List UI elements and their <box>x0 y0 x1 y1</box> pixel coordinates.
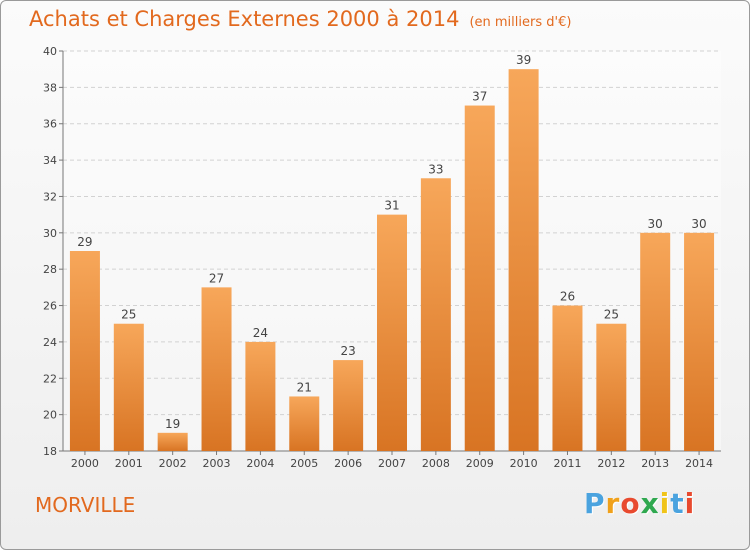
y-tick-label: 32 <box>43 190 57 203</box>
data-label: 37 <box>472 90 487 104</box>
logo-letter: o <box>620 487 641 520</box>
x-tick-label: 2014 <box>685 457 713 470</box>
bar <box>640 232 671 451</box>
data-label: 24 <box>253 326 268 340</box>
data-label: 29 <box>77 235 92 249</box>
bar <box>289 396 320 451</box>
y-tick-label: 26 <box>43 300 57 313</box>
data-label: 33 <box>428 162 443 176</box>
y-tick-label: 40 <box>43 45 57 58</box>
chart-subtitle: (en milliers d'€) <box>469 15 572 30</box>
y-tick-label: 38 <box>43 81 57 94</box>
y-tick-label: 30 <box>43 227 57 240</box>
data-label: 31 <box>384 199 399 213</box>
x-tick-label: 2011 <box>553 457 581 470</box>
x-tick-label: 2010 <box>510 457 538 470</box>
x-tick-label: 2012 <box>597 457 625 470</box>
logo-letter: i <box>684 487 696 520</box>
x-tick-label: 2002 <box>159 457 187 470</box>
data-label: 26 <box>560 290 575 304</box>
bar <box>552 305 583 451</box>
x-tick-label: 2004 <box>246 457 274 470</box>
x-tick-label: 2013 <box>641 457 669 470</box>
y-tick-label: 34 <box>43 154 57 167</box>
data-label: 25 <box>604 308 619 322</box>
x-tick-label: 2003 <box>203 457 231 470</box>
y-tick-label: 18 <box>43 445 57 458</box>
logo-letter: i <box>659 487 671 520</box>
bar <box>464 105 495 451</box>
x-tick-label: 2008 <box>422 457 450 470</box>
x-tick-label: 2007 <box>378 457 406 470</box>
bar <box>684 232 715 451</box>
bar <box>420 178 451 452</box>
bar <box>508 69 539 451</box>
bar <box>333 360 364 451</box>
y-tick-label: 28 <box>43 263 57 276</box>
x-tick-label: 2005 <box>290 457 318 470</box>
data-label: 25 <box>121 308 136 322</box>
logo-letter: r <box>605 487 621 520</box>
bar <box>157 432 188 451</box>
y-tick-label: 36 <box>43 118 57 131</box>
bar <box>596 323 627 451</box>
bar <box>69 251 100 451</box>
logo-letter: x <box>640 487 660 520</box>
x-tick-label: 2009 <box>466 457 494 470</box>
x-tick-label: 2001 <box>115 457 143 470</box>
data-label: 19 <box>165 417 180 431</box>
city-name: MORVILLE <box>35 493 136 517</box>
proxiti-logo: Proxiti <box>584 487 695 520</box>
logo-letter: t <box>670 487 685 520</box>
y-tick-label: 24 <box>43 336 57 349</box>
chart-title: Achats et Charges Externes 2000 à 2014 (e… <box>29 7 571 31</box>
y-tick-label: 22 <box>43 372 57 385</box>
bar <box>201 287 232 451</box>
data-label: 27 <box>209 271 224 285</box>
data-label: 23 <box>340 344 355 358</box>
title-text: Achats et Charges Externes 2000 à 2014 <box>29 7 460 31</box>
data-label: 30 <box>691 217 706 231</box>
bar <box>113 323 144 451</box>
logo-letter: P <box>584 487 606 520</box>
data-label: 21 <box>297 380 312 394</box>
x-tick-label: 2000 <box>71 457 99 470</box>
x-tick-label: 2006 <box>334 457 362 470</box>
y-tick-label: 20 <box>43 409 57 422</box>
bar <box>377 214 407 451</box>
bar <box>245 341 276 451</box>
data-label: 30 <box>648 217 663 231</box>
data-label: 39 <box>516 53 531 67</box>
